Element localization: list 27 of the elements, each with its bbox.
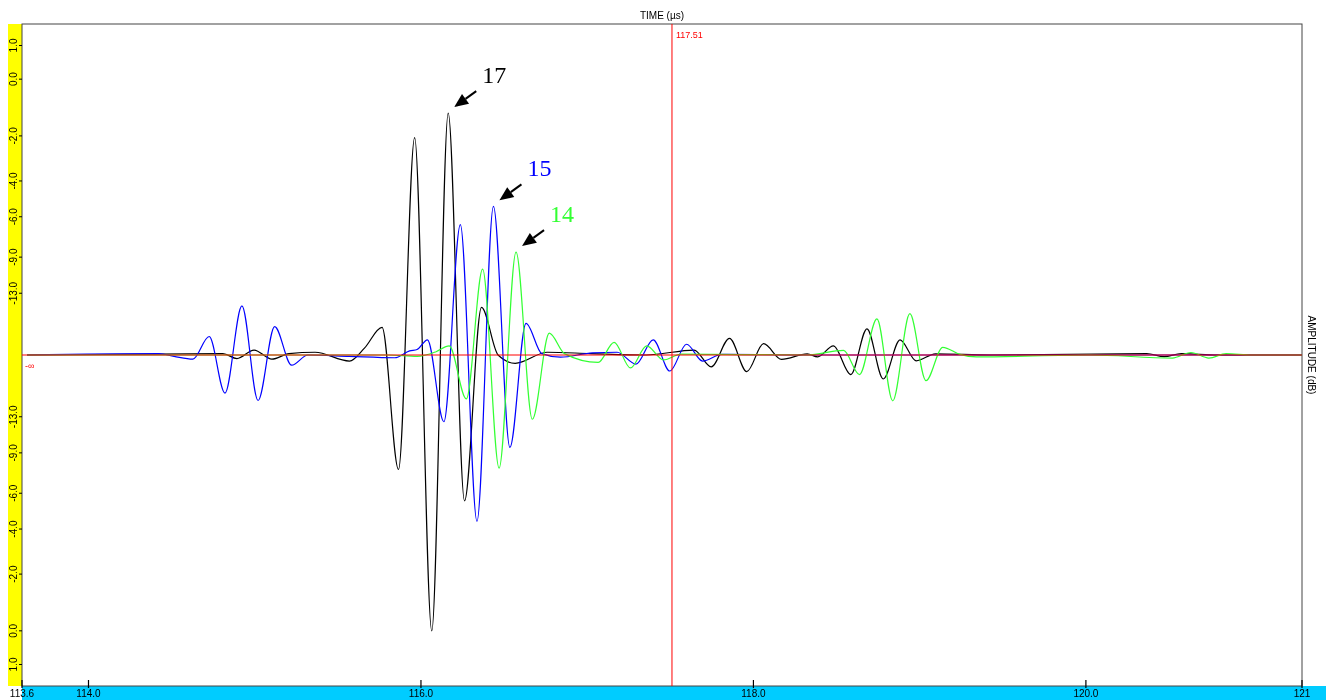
x-tick-label: 118.0 — [741, 688, 766, 699]
text: -4.0 — [8, 519, 19, 538]
series-label: 15 — [527, 155, 552, 182]
text: 1.0 — [8, 38, 19, 53]
x-tick-label: 116.0 — [408, 688, 434, 699]
text: 0.0 — [8, 623, 19, 638]
x-tick-label: 120.0 — [1073, 688, 1099, 699]
text: -13.0 — [8, 404, 19, 429]
text: -2.0 — [8, 565, 19, 583]
x-tick-label: 121 — [1293, 688, 1311, 699]
text: -9.0 — [8, 248, 19, 266]
text: 0.0 — [8, 71, 19, 87]
series-label: 14 — [550, 201, 575, 228]
x-tick-label: 114.0 — [76, 688, 102, 699]
ref-line-label: -∞ — [25, 361, 35, 371]
text: -6.0 — [8, 484, 19, 502]
text: -4.0 — [8, 171, 19, 190]
text: -13.0 — [8, 281, 19, 305]
y-axis-title: AMPLITUDE (dB) — [1306, 315, 1317, 395]
chart-title: TIME (µs) — [639, 10, 685, 21]
text: -6.0 — [8, 207, 19, 226]
text: 1.0 — [8, 657, 19, 672]
text: -2.0 — [8, 126, 19, 145]
ref-line-label: 117.51 — [675, 30, 703, 40]
text: -9.0 — [8, 443, 19, 462]
x-tick-label: 113.6 — [9, 688, 35, 699]
series-label: 17 — [482, 62, 507, 89]
